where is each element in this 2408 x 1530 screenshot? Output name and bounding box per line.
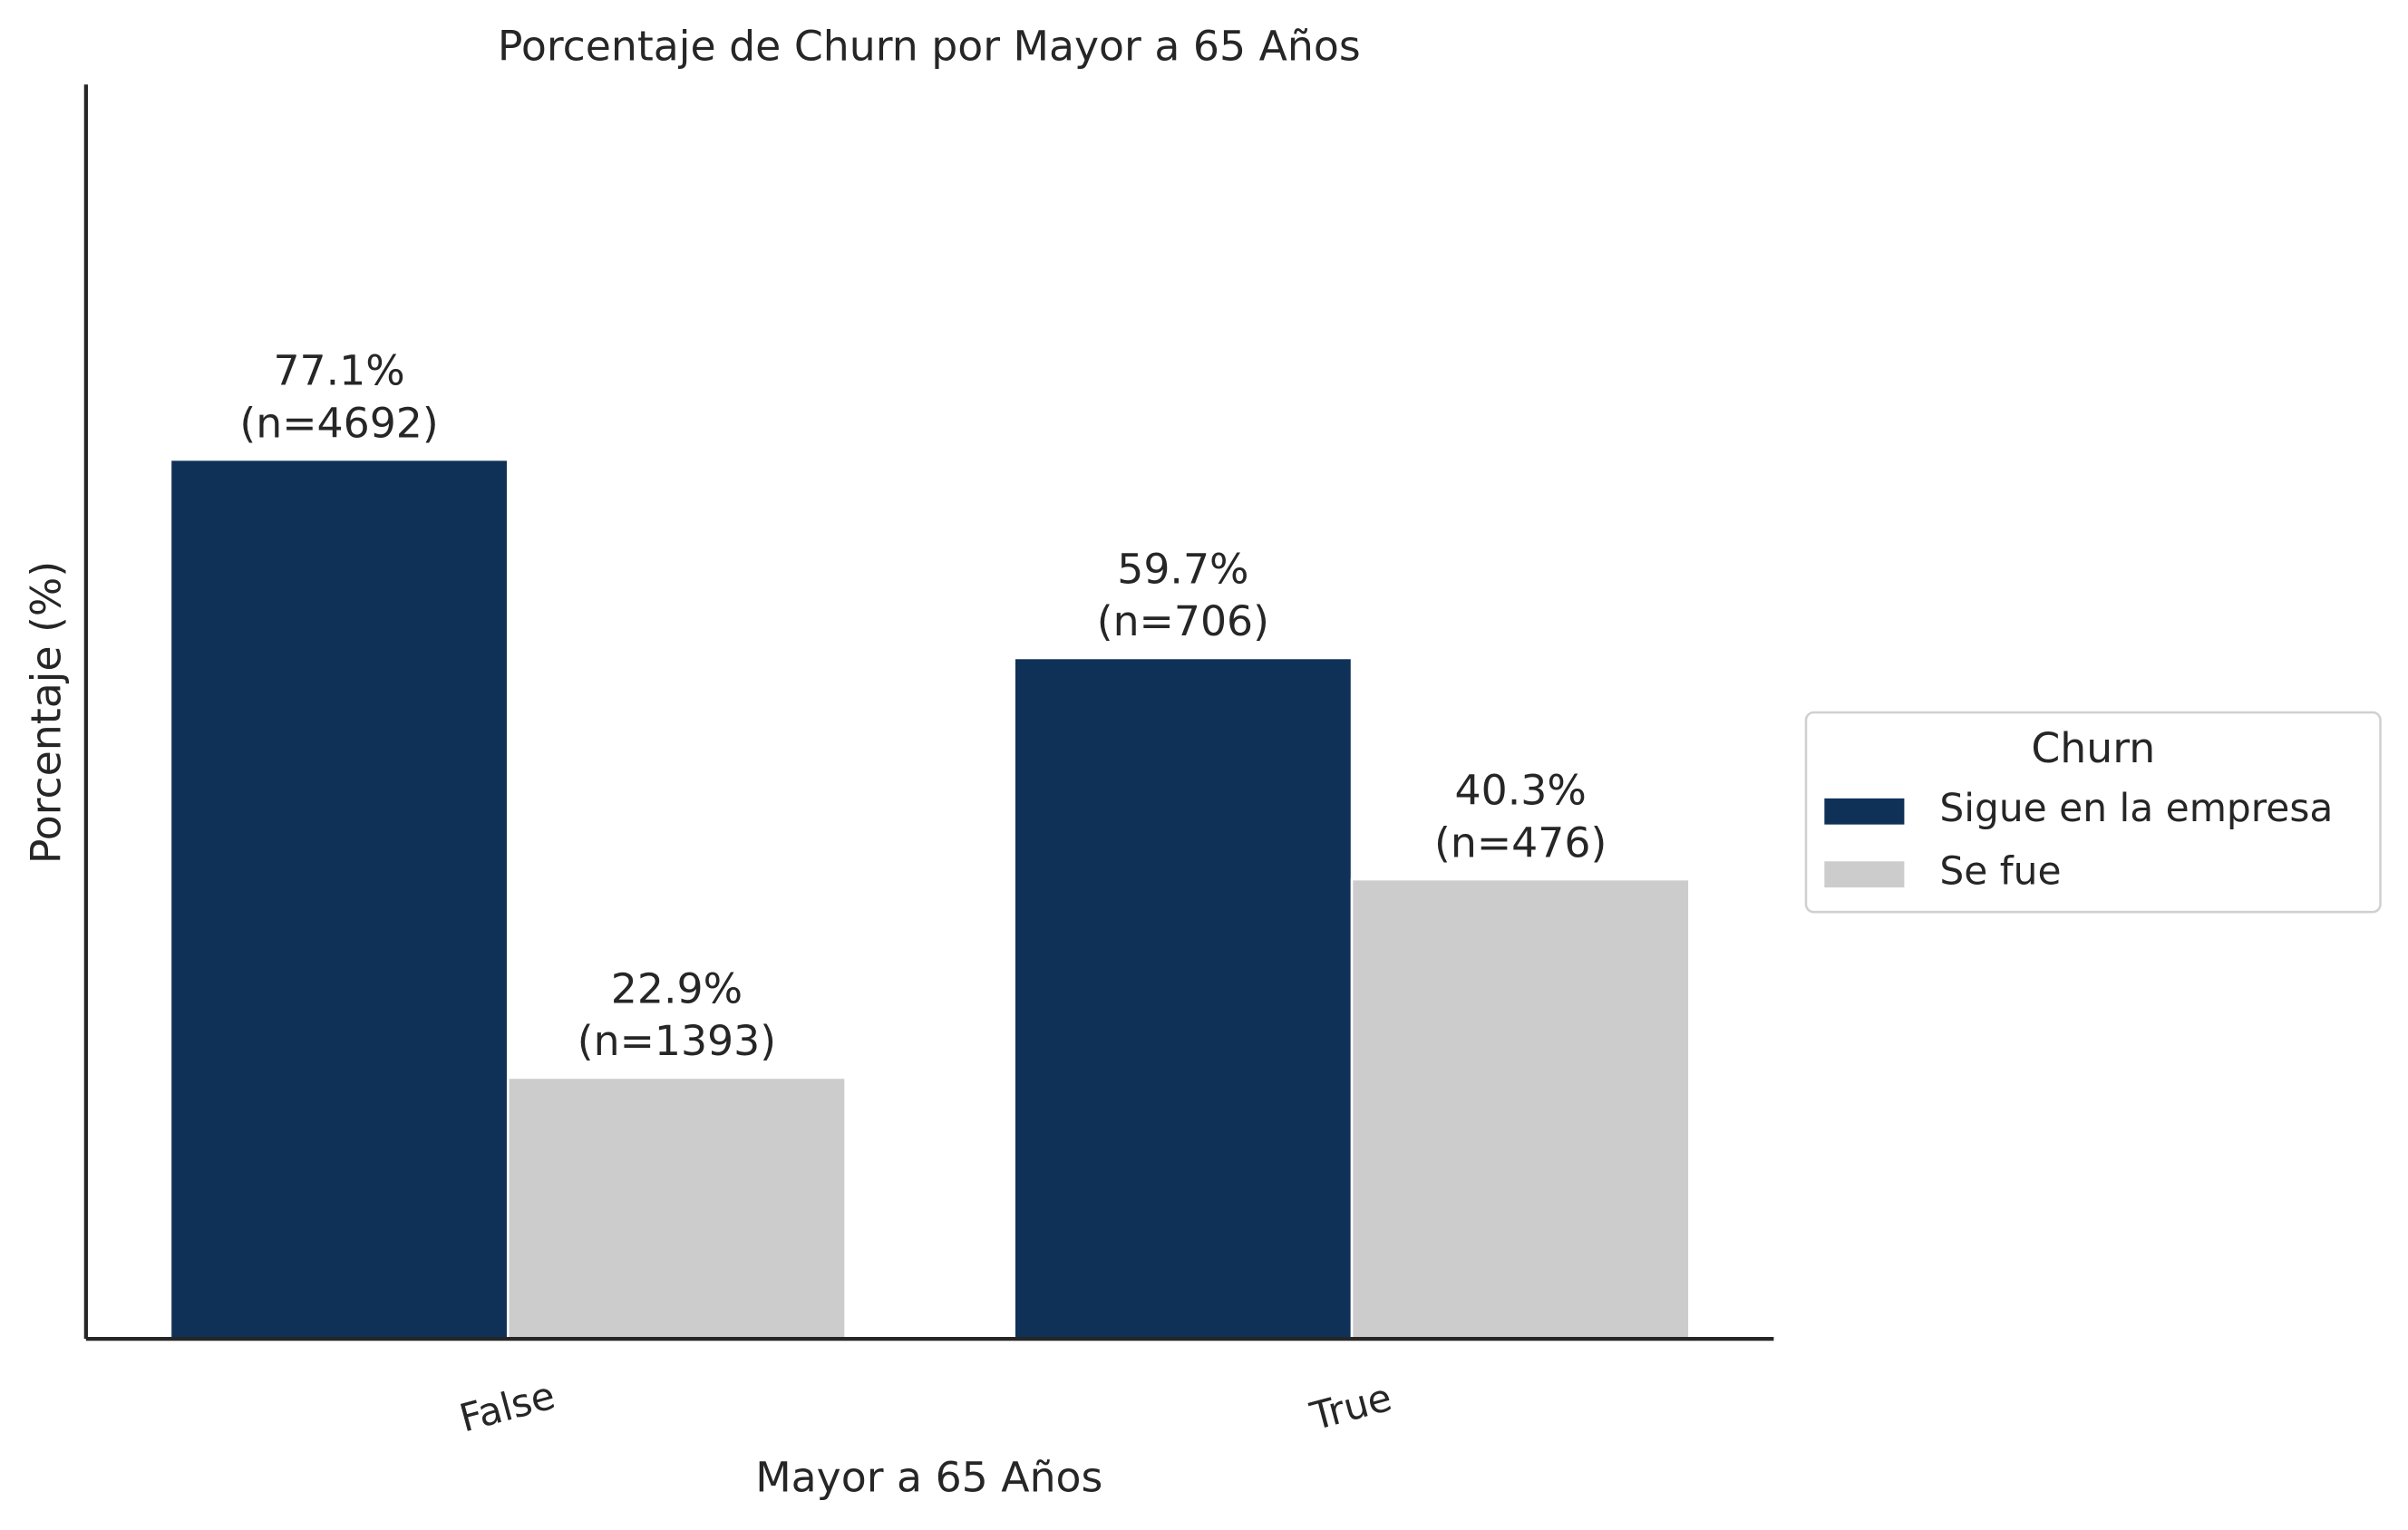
- x-axis-label: Mayor a 65 Años: [755, 1453, 1102, 1501]
- y-axis-label: Porcentaje (%): [23, 561, 71, 864]
- bar: [1013, 656, 1354, 1341]
- bar: [169, 458, 510, 1341]
- value-label: 77.1%: [273, 347, 404, 395]
- legend-box: [1804, 711, 2382, 914]
- value-label: 22.9%: [611, 965, 743, 1013]
- value-label: 40.3%: [1455, 767, 1587, 815]
- count-label: (n=706): [1097, 597, 1269, 645]
- x-tick-label: True: [1306, 1375, 1396, 1439]
- legend-swatch: [1824, 861, 1905, 888]
- legend-label: Se fue: [1939, 848, 2061, 893]
- legend-swatch: [1824, 798, 1905, 825]
- count-label: (n=476): [1434, 818, 1607, 867]
- chart-title: Porcentaje de Churn por Mayor a 65 Años: [498, 23, 1361, 71]
- legend-title: Churn: [2031, 724, 2155, 772]
- x-tick-label: False: [455, 1373, 559, 1441]
- legend-label: Sigue en la empresa: [1939, 786, 2333, 830]
- value-label: 59.7%: [1117, 546, 1248, 594]
- count-label: (n=4692): [239, 399, 438, 447]
- count-label: (n=1393): [578, 1017, 776, 1065]
- bar: [1350, 877, 1691, 1341]
- bar: [506, 1076, 847, 1341]
